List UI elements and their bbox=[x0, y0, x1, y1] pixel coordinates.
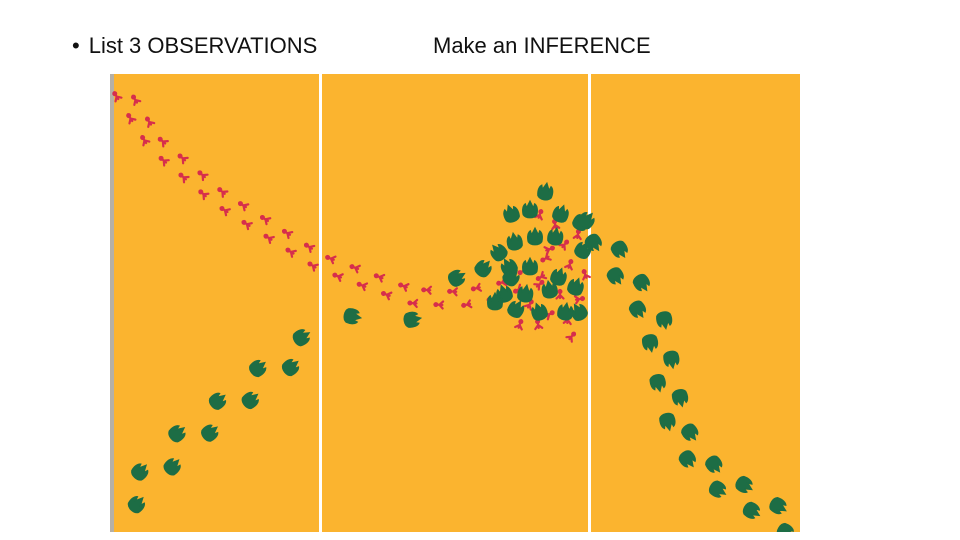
left-edge-line bbox=[110, 74, 114, 532]
panel-divider-2 bbox=[588, 74, 591, 532]
observations-heading-text: List 3 OBSERVATIONS bbox=[88, 33, 318, 58]
large-footprint bbox=[487, 292, 503, 311]
dinosaur-tracks-figure bbox=[110, 74, 800, 532]
large-footprint bbox=[522, 257, 538, 276]
footprints-illustration bbox=[110, 74, 800, 532]
large-footprint bbox=[527, 227, 543, 246]
bullet-glyph: • bbox=[72, 33, 80, 58]
track-background bbox=[110, 74, 800, 532]
large-footprint bbox=[522, 200, 538, 219]
panel-divider-1 bbox=[319, 74, 322, 532]
inference-heading: Make an INFERENCE bbox=[433, 33, 651, 58]
observations-heading: • List 3 OBSERVATIONS bbox=[72, 33, 317, 59]
